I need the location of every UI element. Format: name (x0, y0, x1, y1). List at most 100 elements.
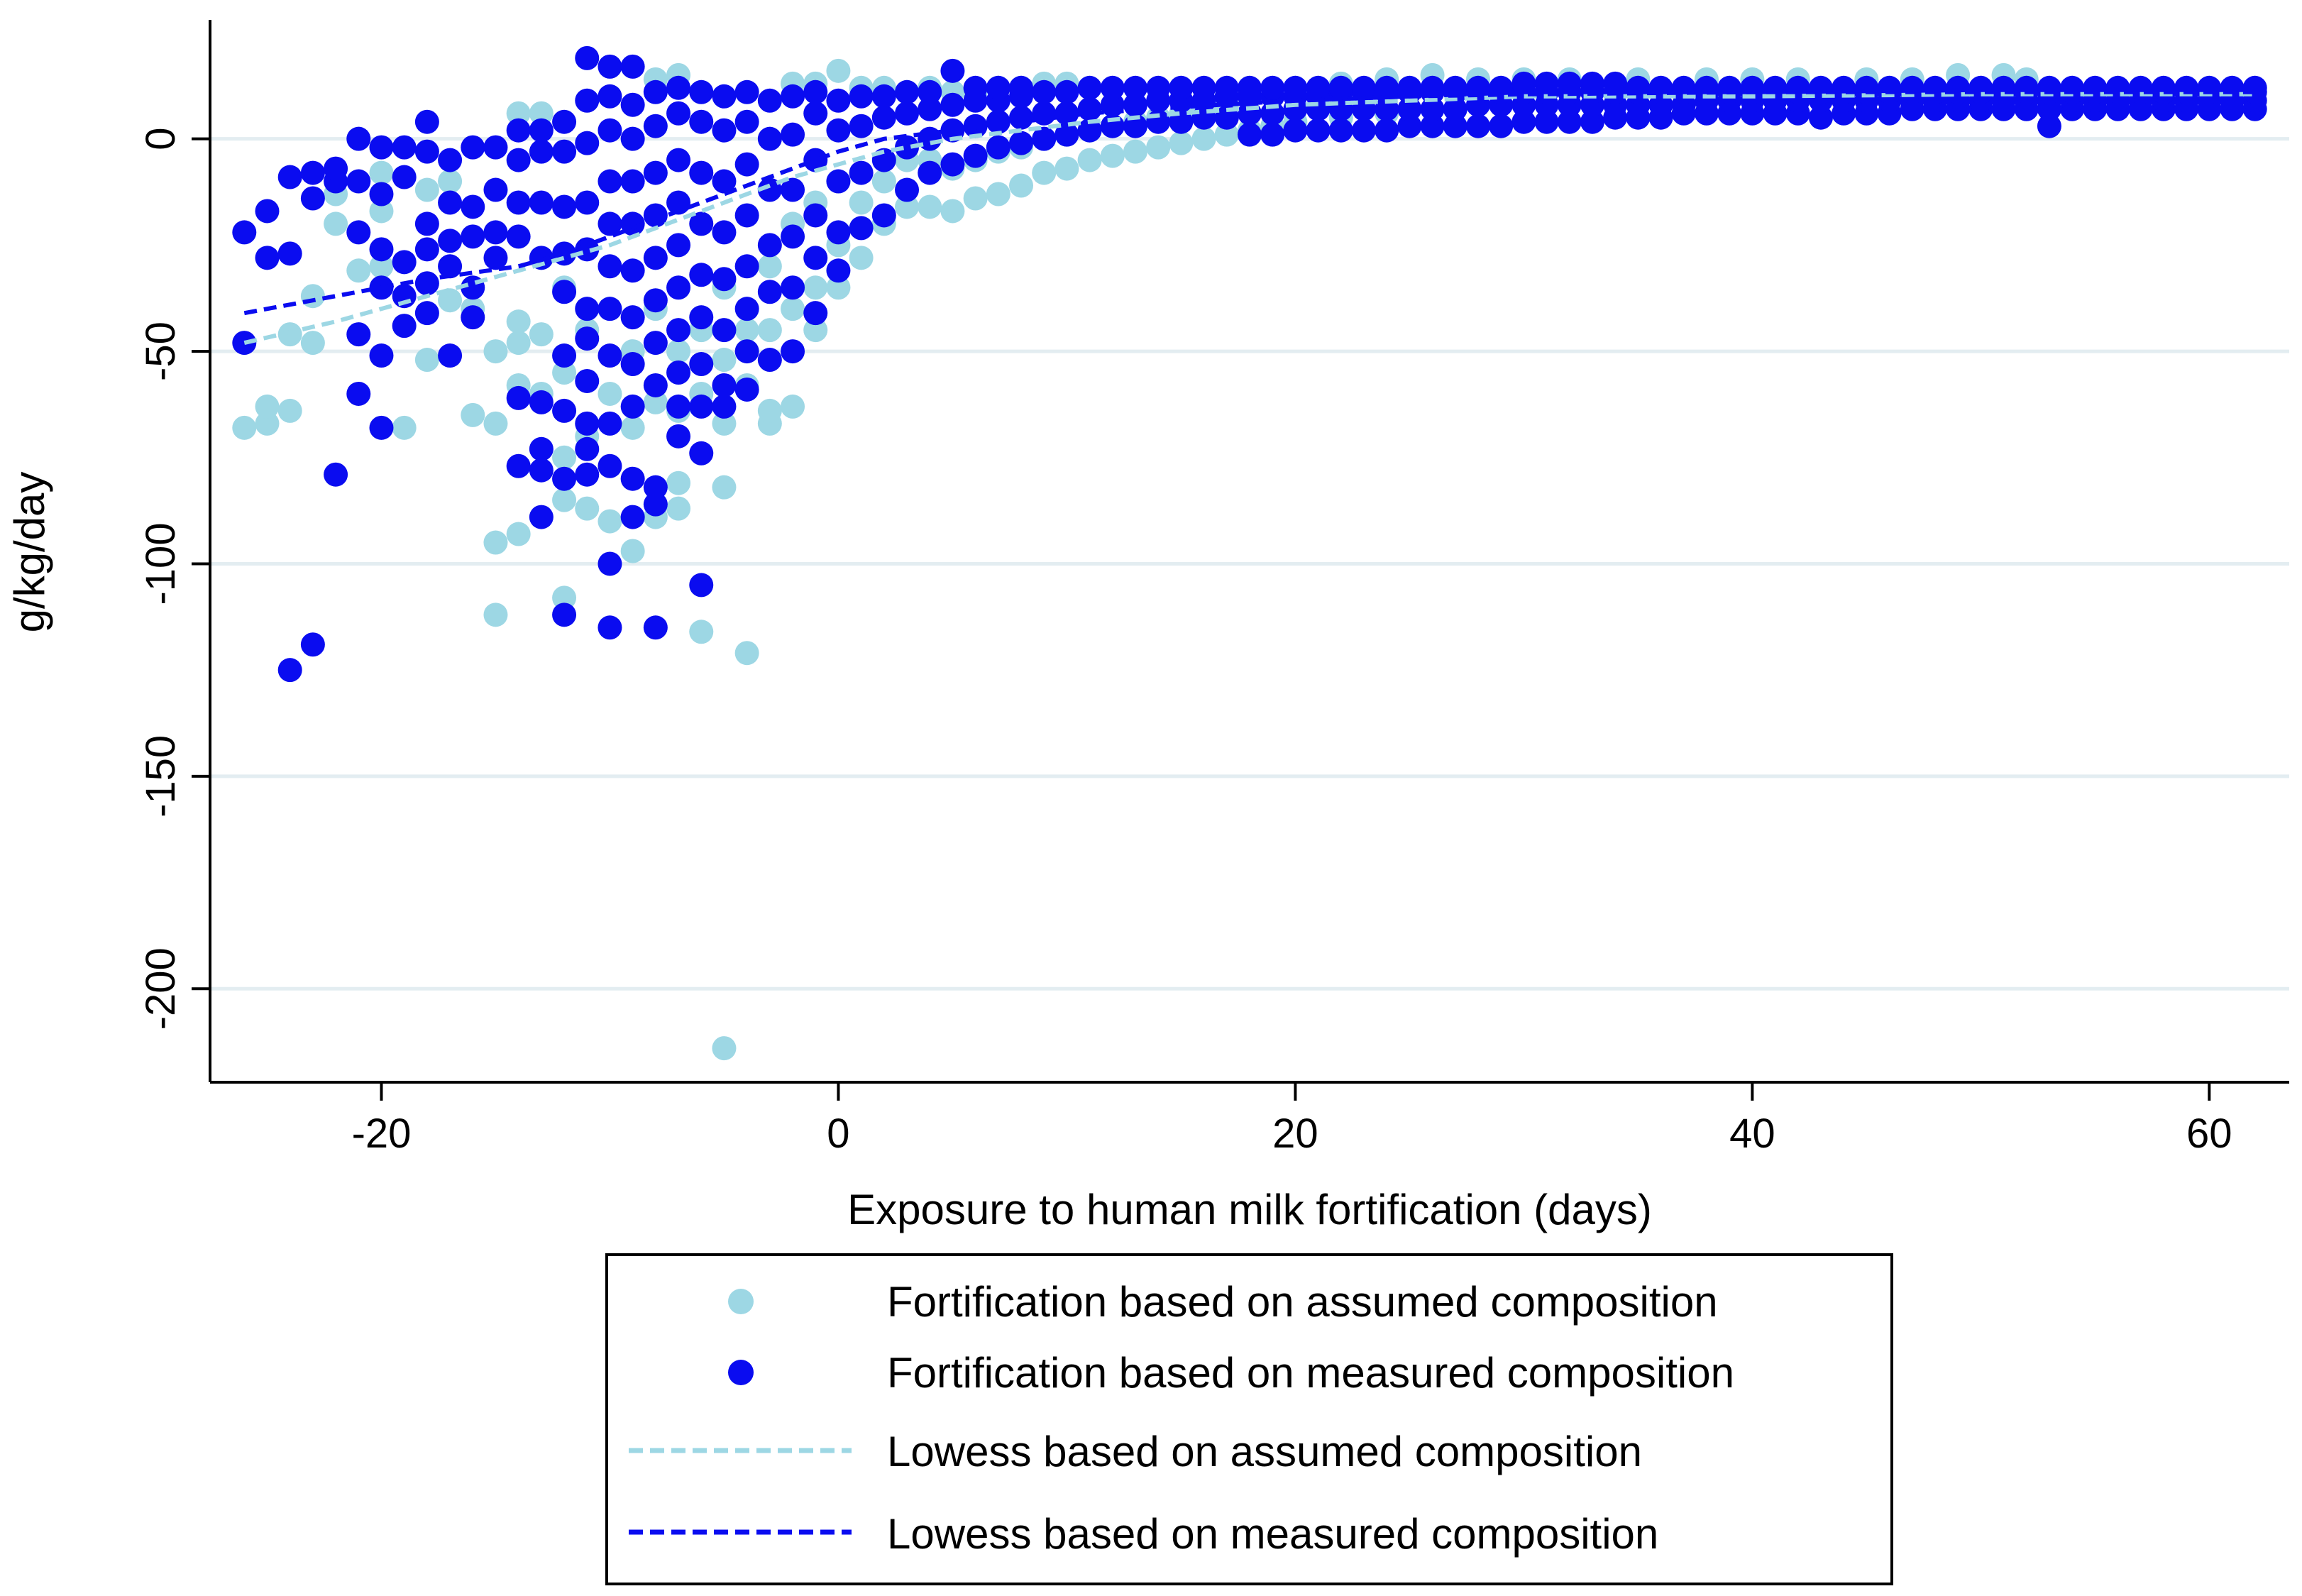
point-assumed (757, 398, 782, 423)
point-assumed (781, 394, 805, 419)
point-measured (300, 632, 325, 657)
point-measured (620, 258, 645, 283)
point-measured (826, 88, 851, 113)
point-assumed (871, 169, 896, 194)
point-measured (1420, 97, 1445, 121)
lowess-lines (243, 89, 2255, 346)
point-assumed (712, 348, 737, 373)
point-measured (734, 254, 759, 279)
point-assumed (1169, 131, 1194, 155)
point-measured (255, 199, 280, 224)
point-measured (1238, 122, 1262, 147)
point-assumed (552, 445, 577, 470)
point-measured (826, 169, 851, 194)
point-assumed (255, 411, 280, 436)
point-measured (940, 92, 965, 117)
point-measured (712, 220, 737, 245)
point-measured (438, 229, 463, 253)
point-measured (438, 148, 463, 172)
point-measured (712, 373, 737, 397)
point-measured (483, 220, 508, 245)
point-measured (597, 551, 622, 576)
point-measured (597, 118, 622, 143)
point-measured (940, 152, 965, 177)
point-measured (392, 165, 417, 189)
point-measured (1511, 109, 1536, 134)
point-measured (277, 165, 302, 189)
point-assumed (643, 390, 668, 414)
point-assumed (506, 309, 531, 334)
point-measured (575, 237, 600, 262)
point-assumed (986, 182, 1010, 207)
point-measured (1465, 114, 1490, 138)
point-measured (712, 394, 737, 419)
point-measured (255, 246, 280, 270)
point-measured (620, 169, 645, 194)
y-tick-label: -200 (138, 947, 184, 1030)
point-measured (529, 139, 554, 164)
point-measured (986, 109, 1010, 134)
point-measured (483, 246, 508, 270)
point-measured (232, 220, 257, 245)
point-measured (1009, 105, 1034, 130)
point-measured (1443, 97, 1467, 121)
point-assumed (712, 475, 737, 500)
point-assumed (1077, 148, 1102, 172)
point-measured (620, 352, 645, 377)
point-measured (689, 211, 714, 236)
point-measured (414, 109, 439, 134)
point-measured (414, 211, 439, 236)
point-measured (918, 79, 942, 104)
point-measured (620, 505, 645, 529)
point-measured (1534, 109, 1559, 134)
point-measured (346, 169, 371, 194)
series-assumed-points (232, 58, 2039, 1061)
point-measured (529, 390, 554, 414)
point-measured (826, 118, 851, 143)
point-assumed (826, 275, 851, 300)
point-measured (918, 97, 942, 121)
point-assumed (620, 539, 645, 563)
point-assumed (232, 415, 257, 440)
point-measured (1375, 75, 1399, 100)
point-measured (414, 139, 439, 164)
point-assumed (438, 169, 463, 194)
point-measured (2037, 114, 2061, 138)
point-measured (575, 131, 600, 155)
point-measured (1351, 75, 1376, 100)
point-assumed (369, 254, 394, 279)
point-measured (1009, 75, 1034, 100)
x-tick-label: 0 (827, 1111, 849, 1157)
point-assumed (803, 275, 828, 300)
point-measured (689, 394, 714, 419)
point-measured (346, 220, 371, 245)
point-assumed (1146, 135, 1171, 160)
point-measured (1260, 75, 1285, 100)
point-measured (552, 194, 577, 219)
legend: Fortification based on assumed compositi… (605, 1253, 1893, 1585)
point-measured (734, 109, 759, 134)
point-measured (803, 101, 828, 126)
point-measured (620, 92, 645, 117)
point-measured (277, 658, 302, 683)
point-measured (1260, 122, 1285, 147)
point-assumed (597, 381, 622, 406)
point-measured (346, 381, 371, 406)
point-assumed (666, 470, 691, 495)
point-measured (597, 453, 622, 478)
point-assumed (712, 1036, 737, 1061)
point-measured (1306, 75, 1331, 100)
legend-entry-assumed-points: Fortification based on assumed compositi… (728, 1278, 1718, 1326)
point-assumed (757, 254, 782, 279)
point-measured (781, 177, 805, 202)
y-tick-label: -50 (138, 321, 184, 381)
point-assumed (529, 322, 554, 347)
point-measured (689, 79, 714, 104)
point-measured (1100, 75, 1125, 100)
point-measured (620, 211, 645, 236)
point-measured (849, 160, 874, 185)
point-measured (597, 297, 622, 321)
point-measured (1032, 79, 1057, 104)
point-measured (803, 79, 828, 104)
point-measured (392, 250, 417, 275)
